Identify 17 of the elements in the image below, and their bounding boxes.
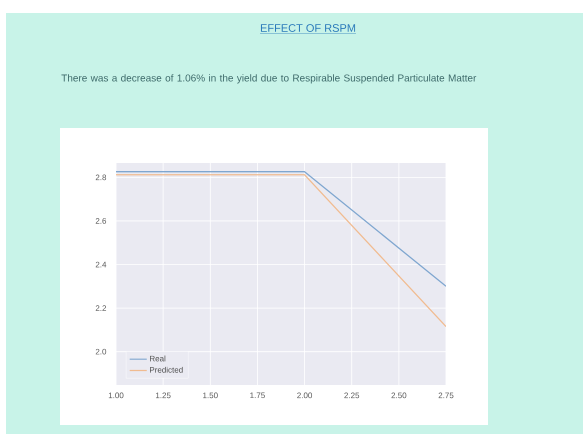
y-tick-label: 2.6 bbox=[96, 218, 106, 224]
y-tick-label: 2.8 bbox=[96, 174, 106, 180]
y-tick-label: 2.2 bbox=[96, 305, 106, 311]
x-tick-label: 1.25 bbox=[156, 392, 171, 398]
chart-title: EFFECT OF RSPM bbox=[260, 24, 356, 32]
legend-label: Real bbox=[150, 356, 166, 362]
chart-subtitle: There was a decrease of 1.06% in the yield due to Respirable Suspended Particulate Matter bbox=[61, 74, 476, 84]
x-tick-label: 1.00 bbox=[108, 392, 124, 398]
x-tick-label: 2.75 bbox=[438, 392, 454, 398]
legend-label: Predicted bbox=[150, 366, 183, 373]
y-tick-label: 2.4 bbox=[96, 262, 106, 268]
x-tick-label: 2.00 bbox=[297, 392, 312, 398]
x-tick-label: 2.50 bbox=[391, 392, 406, 398]
y-tick-label: 2.0 bbox=[96, 348, 106, 354]
x-tick-label: 1.75 bbox=[250, 392, 265, 398]
x-tick-label: 1.50 bbox=[203, 392, 218, 398]
x-tick-label: 2.25 bbox=[344, 392, 360, 398]
